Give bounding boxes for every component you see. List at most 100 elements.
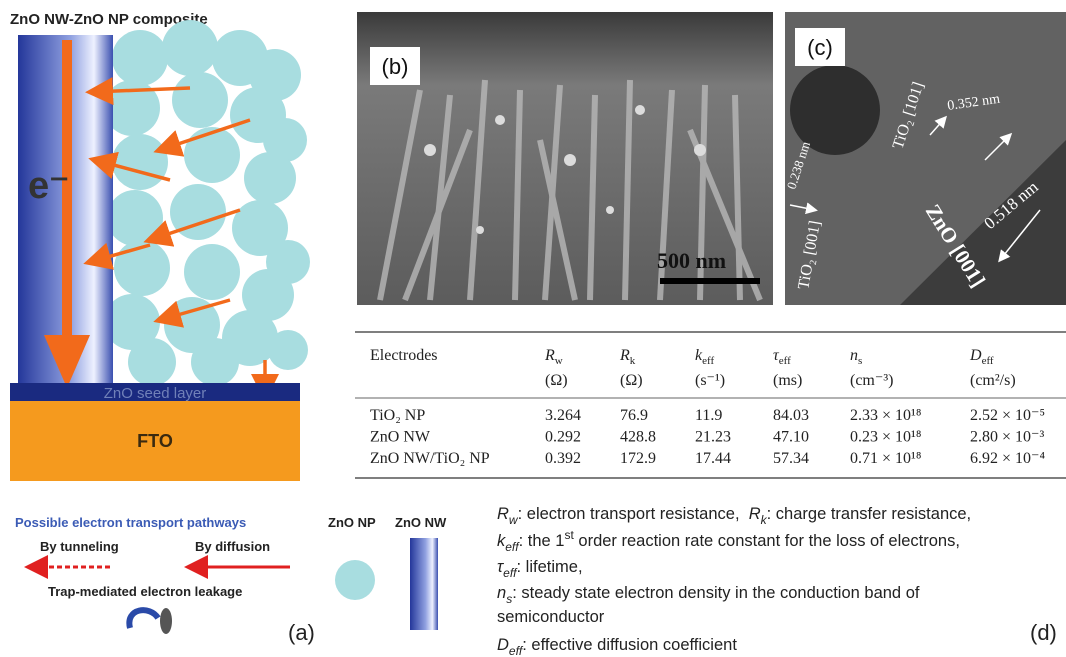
header-subscript: eff bbox=[982, 355, 994, 367]
nanoparticle bbox=[268, 330, 308, 370]
seed-layer-label: ZnO seed layer bbox=[104, 385, 207, 402]
note-line: semiconductor bbox=[497, 608, 605, 626]
legend-np: ZnO NP bbox=[328, 515, 376, 530]
note-segment: R bbox=[497, 505, 509, 523]
np-speck bbox=[495, 115, 505, 125]
header-symbol: R bbox=[544, 347, 555, 364]
table-cell: 172.9 bbox=[620, 450, 656, 467]
table-cell: 2.33 × 10¹⁸ bbox=[850, 407, 921, 424]
column-unit: (cm⁻³) bbox=[850, 372, 893, 389]
note-segment: : steady state electron density in the c… bbox=[512, 584, 920, 602]
legend-diffusion: By diffusion bbox=[195, 539, 270, 554]
fto-label: FTO bbox=[137, 431, 173, 451]
note-segment: order reaction rate constant for the los… bbox=[574, 532, 960, 550]
nanoparticle bbox=[184, 244, 240, 300]
note-line: τeff: lifetime, bbox=[497, 558, 583, 580]
table-cell: 57.34 bbox=[773, 450, 809, 467]
legend-nw: ZnO NW bbox=[395, 515, 447, 530]
table-cell: 2.52 × 10⁻⁵ bbox=[970, 407, 1045, 424]
table-cell: 17.44 bbox=[695, 450, 731, 467]
nanoparticle bbox=[244, 152, 296, 204]
legend-title: Possible electron transport pathways bbox=[15, 515, 246, 530]
nw-swatch bbox=[410, 538, 438, 630]
note-segment: semiconductor bbox=[497, 608, 605, 626]
notes: Rw: electron transport resistance, Rk: c… bbox=[497, 505, 971, 657]
nanoparticle bbox=[112, 134, 168, 190]
table-cell: 76.9 bbox=[620, 407, 648, 424]
column-header: Rk bbox=[619, 347, 636, 367]
nanoparticle bbox=[162, 20, 218, 76]
column-unit: (Ω) bbox=[545, 372, 568, 389]
figure: ZnO NW-ZnO NP composite e⁻ ZnO seed laye… bbox=[0, 0, 1066, 657]
note-line: Rw: electron transport resistance, Rk: c… bbox=[497, 505, 971, 527]
scale-bar-label: 500 nm bbox=[657, 248, 726, 273]
table-cell: 84.03 bbox=[773, 407, 809, 424]
note-segment: : the 1 bbox=[519, 532, 565, 550]
note-segment: D bbox=[497, 636, 509, 654]
np-swatch bbox=[335, 560, 375, 600]
header-symbol: n bbox=[850, 347, 858, 364]
column-header: Electrodes bbox=[370, 347, 438, 364]
table-cell: ZnO NW bbox=[370, 429, 431, 446]
column-unit: (Ω) bbox=[620, 372, 643, 389]
table-cell: 6.92 × 10⁻⁴ bbox=[970, 450, 1045, 467]
nanoparticle bbox=[172, 72, 228, 128]
panel-c-label: (c) bbox=[807, 35, 833, 60]
np-speck bbox=[694, 144, 706, 156]
header-subscript: w bbox=[555, 355, 563, 367]
table-cell: 428.8 bbox=[620, 429, 656, 446]
note-segment: R bbox=[749, 505, 761, 523]
header-subscript: k bbox=[630, 355, 636, 367]
legend-tunneling: By tunneling bbox=[40, 539, 119, 554]
legend-leakage: Trap-mediated electron leakage bbox=[48, 584, 242, 599]
trap-icon bbox=[160, 608, 172, 634]
note-segment: : lifetime, bbox=[517, 558, 583, 576]
header-symbol: D bbox=[969, 347, 982, 364]
nanoparticle bbox=[128, 338, 176, 386]
np-speck bbox=[635, 105, 645, 115]
column-header: keff bbox=[695, 347, 714, 367]
table-cell: 0.292 bbox=[545, 429, 581, 446]
column-header: Deff bbox=[969, 347, 994, 367]
np-speck bbox=[424, 144, 436, 156]
leakage-icon bbox=[129, 610, 158, 628]
note-line: Deff: effective diffusion coefficient bbox=[497, 636, 737, 657]
nanoparticle bbox=[112, 30, 168, 86]
table-cell: ZnO NW/TiO₂ NP bbox=[370, 450, 490, 467]
panel-a-label: (a) bbox=[288, 620, 315, 645]
column-header: Rw bbox=[544, 347, 563, 367]
column-header: τeff bbox=[773, 347, 791, 367]
header-subscript: s bbox=[858, 355, 862, 367]
table-cell: 0.392 bbox=[545, 450, 581, 467]
np-cluster bbox=[104, 20, 310, 386]
table-cell: TiO₂ NP bbox=[370, 407, 425, 424]
panel-b-label: (b) bbox=[382, 54, 409, 79]
note-line: keff: the 1st order reaction rate consta… bbox=[497, 528, 960, 554]
table-cell: 0.71 × 10¹⁸ bbox=[850, 450, 921, 467]
note-segment: : effective diffusion coefficient bbox=[522, 636, 737, 654]
panel-d-label: (d) bbox=[1030, 620, 1057, 645]
table-cell: 0.23 × 10¹⁸ bbox=[850, 429, 921, 446]
nanoparticle bbox=[191, 338, 239, 386]
table-cell: 11.9 bbox=[695, 407, 722, 424]
note-segment: n bbox=[497, 584, 506, 602]
np-speck bbox=[476, 226, 484, 234]
header-symbol: R bbox=[619, 347, 630, 364]
note-segment: : electron transport resistance, bbox=[518, 505, 749, 523]
scale-bar bbox=[660, 278, 760, 284]
np-speck bbox=[606, 206, 614, 214]
table-cell: 47.10 bbox=[773, 429, 809, 446]
column-header: ns bbox=[850, 347, 862, 367]
column-unit: (cm²/s) bbox=[970, 372, 1016, 389]
column-unit: (ms) bbox=[773, 372, 802, 389]
table-cell: 2.80 × 10⁻³ bbox=[970, 429, 1044, 446]
nanoparticle bbox=[184, 127, 240, 183]
table-cell: 3.264 bbox=[545, 407, 581, 424]
np-speck bbox=[564, 154, 576, 166]
table-cell: 21.23 bbox=[695, 429, 731, 446]
note-line: ns: steady state electron density in the… bbox=[497, 584, 920, 606]
header-subscript: eff bbox=[702, 355, 714, 367]
column-unit: (s⁻¹) bbox=[695, 372, 725, 389]
electron-label: e⁻ bbox=[28, 165, 69, 207]
